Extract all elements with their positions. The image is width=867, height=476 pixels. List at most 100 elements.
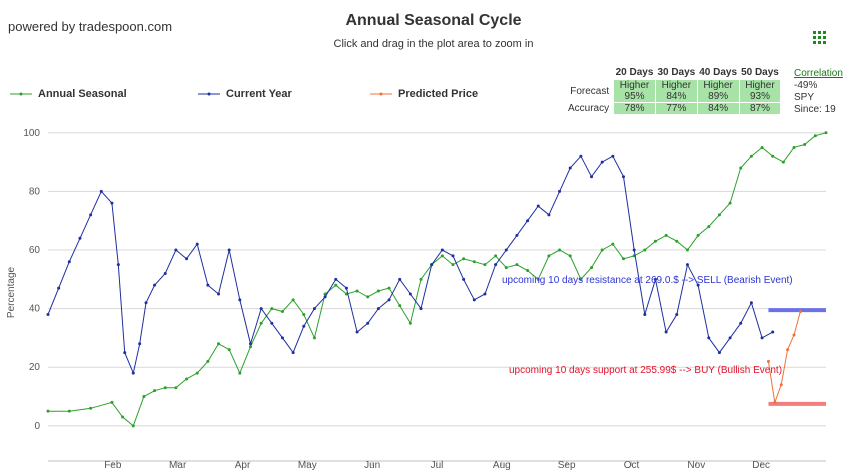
- x-tick-label: Apr: [235, 460, 251, 471]
- data-point: [323, 295, 327, 299]
- data-point: [451, 263, 455, 267]
- x-tick-label: Sep: [558, 460, 576, 471]
- data-point: [408, 321, 412, 325]
- data-point: [174, 386, 178, 390]
- data-point: [536, 277, 540, 281]
- data-point: [675, 312, 679, 316]
- data-point: [696, 233, 700, 237]
- data-point: [717, 213, 721, 217]
- data-point: [227, 248, 231, 252]
- data-point: [547, 254, 551, 258]
- chart-title: Annual Seasonal Cycle: [345, 12, 522, 29]
- legend-label: Annual Seasonal: [38, 88, 127, 100]
- data-point: [707, 336, 711, 340]
- data-point: [131, 371, 135, 375]
- forecast-stats-table: 20 Days 30 Days 40 Days 50 Days Forecast…: [566, 66, 782, 115]
- chart-subtitle: Click and drag in the plot area to zoom …: [333, 38, 534, 50]
- stats-col-header: 40 Days: [699, 67, 738, 78]
- data-point: [123, 351, 127, 355]
- data-point: [766, 359, 770, 363]
- data-point: [440, 248, 444, 252]
- data-point: [398, 304, 402, 308]
- legend-item-current-year[interactable]: Current Year: [198, 87, 292, 101]
- data-point: [163, 386, 167, 390]
- legend-item-predicted-price[interactable]: Predicted Price: [370, 87, 478, 101]
- data-point: [611, 154, 615, 158]
- data-point: [67, 409, 71, 413]
- x-tick-label: Mar: [169, 460, 187, 471]
- data-point: [771, 330, 775, 334]
- data-point: [494, 263, 498, 267]
- data-point: [312, 336, 316, 340]
- data-point: [302, 312, 306, 316]
- data-point: [131, 424, 135, 428]
- data-point: [664, 233, 668, 237]
- data-point: [344, 286, 348, 290]
- data-point: [462, 277, 466, 281]
- data-point: [78, 236, 82, 240]
- data-point: [57, 286, 61, 290]
- data-point: [110, 400, 114, 404]
- legend-line-icon: [198, 92, 220, 96]
- forecast-direction: Higher: [619, 80, 650, 91]
- data-point: [259, 321, 263, 325]
- forecast-cell: Higher 95%: [613, 79, 656, 103]
- data-point: [206, 359, 210, 363]
- data-point: [270, 307, 274, 311]
- data-point: [590, 175, 594, 179]
- data-point: [664, 330, 668, 334]
- grid-menu-icon[interactable]: [813, 31, 826, 44]
- data-point: [472, 298, 476, 302]
- data-point: [643, 312, 647, 316]
- data-point: [632, 248, 636, 252]
- correlation-value: -49%: [794, 80, 818, 91]
- correlation-ticker: SPY: [794, 92, 815, 103]
- forecast-row-label: Forecast: [566, 79, 614, 103]
- data-point: [526, 269, 530, 273]
- forecast-pct: 95%: [624, 91, 645, 102]
- data-point: [334, 277, 338, 281]
- data-point: [760, 145, 764, 149]
- data-point: [653, 277, 657, 281]
- data-point: [803, 143, 807, 147]
- data-point: [142, 395, 146, 399]
- stats-col-header: 30 Days: [657, 67, 696, 78]
- data-point: [355, 289, 359, 293]
- data-point: [749, 301, 753, 305]
- data-point: [773, 400, 777, 404]
- data-point: [675, 239, 679, 243]
- correlation-box: Correlation -49% SPY Since: 19: [794, 68, 867, 116]
- data-point: [291, 298, 295, 302]
- data-point: [46, 312, 50, 316]
- legend-label: Predicted Price: [398, 88, 479, 100]
- data-point: [547, 213, 551, 217]
- forecast-pct: 84%: [666, 91, 687, 102]
- data-point: [419, 277, 423, 281]
- forecast-cell: Higher 89%: [696, 79, 740, 103]
- x-tick-label: Dec: [752, 460, 770, 471]
- y-tick-label: 20: [29, 362, 41, 373]
- data-point: [89, 213, 93, 217]
- series-line: [767, 311, 801, 403]
- correlation-link[interactable]: Correlation: [794, 68, 843, 79]
- data-point: [749, 154, 753, 158]
- x-tick-label: May: [298, 460, 317, 471]
- data-point: [622, 257, 626, 261]
- legend-item-annual-seasonal[interactable]: Annual Seasonal: [10, 87, 127, 101]
- data-point: [462, 257, 466, 261]
- data-point: [786, 348, 790, 352]
- data-point: [153, 283, 157, 287]
- data-point: [376, 307, 380, 311]
- data-point: [739, 321, 743, 325]
- accuracy-cell: 84%: [696, 102, 740, 115]
- data-point: [89, 406, 93, 410]
- x-tick-label: Oct: [624, 460, 640, 471]
- legend-line-icon: [370, 92, 392, 96]
- x-tick-label: Aug: [493, 460, 511, 471]
- data-point: [185, 257, 189, 261]
- y-tick-label: 0: [34, 421, 40, 432]
- data-point: [483, 292, 487, 296]
- data-point: [280, 310, 284, 314]
- data-point: [312, 307, 316, 311]
